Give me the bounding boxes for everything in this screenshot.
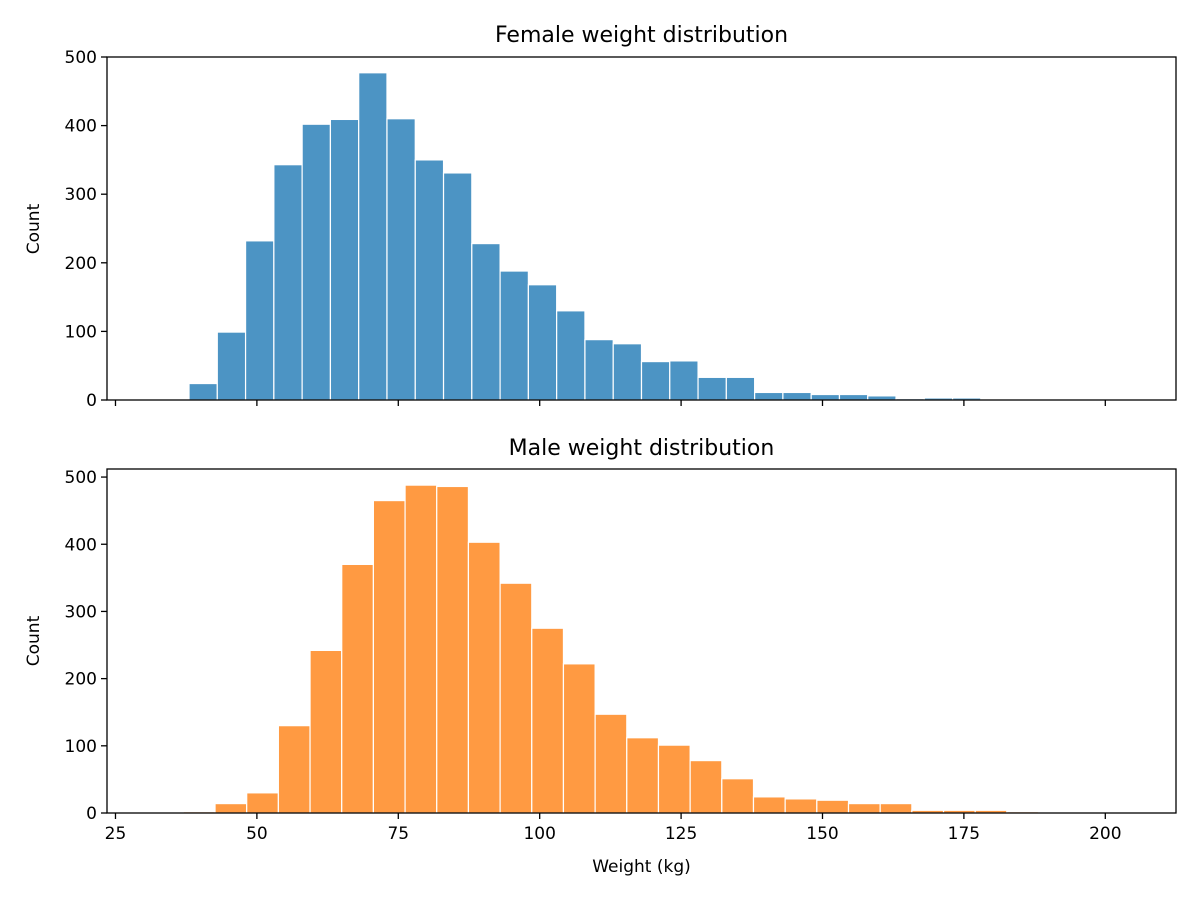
- female-bar: [301, 123, 332, 401]
- female-bar: [810, 393, 841, 401]
- male-y-tick-label: 400: [65, 535, 97, 555]
- female-bar: [188, 382, 218, 401]
- male-bar: [752, 796, 786, 814]
- male-x-tick-label: 150: [806, 824, 838, 844]
- male-x-tick-label: 75: [387, 824, 409, 844]
- female-bar: [697, 376, 727, 401]
- male-bar: [404, 484, 438, 814]
- male-y-tick-label: 100: [65, 737, 97, 757]
- male-x-tick-label: 25: [105, 824, 127, 844]
- male-bar: [721, 778, 755, 814]
- female-bar: [782, 391, 812, 401]
- male-x-tick-label: 50: [246, 824, 268, 844]
- female-bar: [640, 360, 671, 401]
- female-bar: [754, 391, 784, 401]
- female-bar: [358, 72, 388, 401]
- male-x-tick-label: 200: [1089, 824, 1121, 844]
- male-bar: [626, 737, 660, 814]
- male-bar: [562, 663, 596, 814]
- female-y-axis-label: Count: [24, 203, 44, 254]
- female-bar: [273, 164, 303, 401]
- male-bar: [816, 799, 850, 814]
- male-bar: [341, 563, 375, 814]
- male-bar: [309, 649, 343, 814]
- male-bar: [277, 725, 311, 814]
- female-bar: [386, 118, 416, 401]
- female-plot-frame: [106, 56, 1177, 401]
- female-bar: [414, 159, 445, 401]
- male-y-tick-label: 0: [86, 804, 97, 824]
- male-y-tick-label: 300: [65, 602, 97, 622]
- male-bar: [879, 802, 913, 814]
- male-bar: [689, 759, 723, 814]
- female-y-tick-label: 100: [65, 322, 97, 342]
- male-bar: [436, 485, 470, 814]
- female-bar: [612, 343, 643, 401]
- male-x-tick-label: 125: [665, 824, 697, 844]
- female-axes: 0 100 200 300 400 500: [65, 48, 1177, 411]
- female-chart-title: Female weight distribution: [495, 23, 788, 48]
- female-y-tick-label: 200: [65, 254, 97, 274]
- male-bar: [531, 627, 565, 814]
- male-bar: [594, 713, 628, 814]
- male-bar: [214, 802, 248, 814]
- female-y-tick-label: 500: [65, 48, 97, 68]
- female-bar: [527, 284, 558, 401]
- male-chart-title: Male weight distribution: [509, 436, 775, 461]
- male-bar: [784, 798, 818, 814]
- female-y-tick-label: 0: [86, 391, 97, 411]
- male-x-axis-label: Weight (kg): [592, 857, 691, 877]
- female-bars: [160, 72, 1152, 401]
- male-y-tick-label: 200: [65, 670, 97, 690]
- male-y-tick-label: 500: [65, 468, 97, 488]
- female-y-tick-label: 400: [65, 117, 97, 137]
- male-y-axis-label: Count: [24, 615, 44, 666]
- male-bar: [499, 582, 533, 814]
- male-panel: Male weight distribution Count Weight (k…: [24, 436, 1177, 877]
- female-y-tick-label: 300: [65, 185, 97, 205]
- male-plot-frame: [106, 468, 1177, 814]
- female-bar: [442, 172, 473, 401]
- male-bar: [246, 792, 279, 814]
- male-x-tick-label: 100: [523, 824, 555, 844]
- female-bar: [471, 242, 501, 401]
- female-bar: [216, 331, 247, 401]
- male-x-tick-label: 175: [948, 824, 980, 844]
- male-axes: 0 100 200 300 400 500 25 50 75 100 125 150 175 200: [65, 468, 1177, 844]
- female-bar: [838, 393, 869, 401]
- male-bar: [467, 541, 501, 814]
- female-bar: [244, 240, 275, 401]
- female-bar: [329, 118, 360, 401]
- male-bar: [657, 744, 691, 814]
- female-panel: Female weight distribution Count 0 100 200…: [24, 23, 1177, 411]
- female-bar: [556, 310, 586, 401]
- female-bar: [669, 360, 699, 401]
- female-bar: [584, 339, 614, 401]
- male-bar: [847, 802, 881, 814]
- female-bar: [725, 376, 756, 401]
- male-bar: [372, 499, 406, 814]
- female-bar: [499, 270, 529, 401]
